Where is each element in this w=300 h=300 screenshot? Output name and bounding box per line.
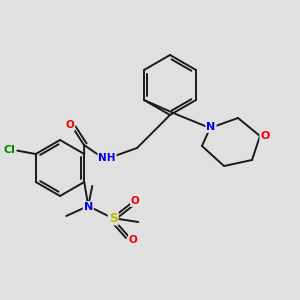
Text: O: O	[129, 235, 138, 245]
Text: N: N	[206, 122, 216, 132]
Text: O: O	[260, 131, 270, 141]
Text: S: S	[109, 212, 118, 224]
Text: O: O	[131, 196, 140, 206]
Text: O: O	[66, 120, 74, 130]
Text: NH: NH	[98, 153, 116, 163]
Text: N: N	[84, 202, 93, 212]
Text: Cl: Cl	[4, 145, 16, 155]
